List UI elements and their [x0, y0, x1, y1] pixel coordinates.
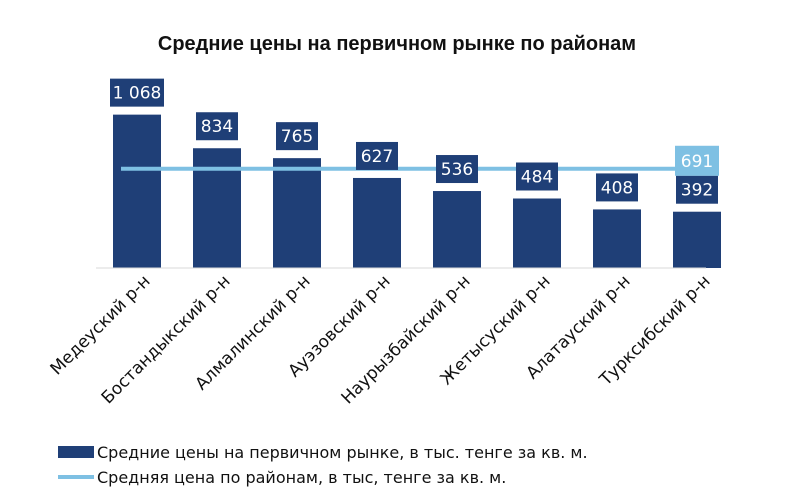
- bar: [593, 209, 641, 268]
- bar: [353, 177, 401, 268]
- bar: [433, 191, 481, 268]
- data-label-box: [196, 112, 238, 141]
- chart-title: Средние цены на первичном рынке по район…: [158, 33, 636, 55]
- data-label: 1 068: [113, 84, 162, 104]
- x-tick-label: Бостандыкский р-н: [98, 271, 235, 408]
- data-label: 408: [601, 178, 633, 198]
- data-label: 834: [201, 117, 233, 137]
- data-label: 627: [361, 147, 393, 167]
- data-label-box: [676, 175, 718, 204]
- data-label-box: [596, 173, 638, 202]
- data-label: 536: [441, 160, 473, 180]
- average-label: 691: [681, 152, 713, 172]
- data-label-box: [516, 162, 558, 191]
- x-tick-label: Наурызбайский р-н: [338, 271, 475, 408]
- data-label-box: [356, 141, 398, 170]
- data-label: 484: [521, 167, 553, 187]
- data-label-box: [110, 78, 164, 107]
- plot-area: 1 068 834 765 627 536 484 408 392 691: [110, 78, 721, 269]
- data-label: 765: [281, 127, 313, 147]
- legend-label-bars: Средние цены на первичном рынке, в тыс. …: [97, 443, 588, 462]
- bar: [193, 148, 241, 268]
- bar: [113, 114, 161, 269]
- legend-swatch-bars: [58, 446, 94, 458]
- bar: [673, 211, 721, 268]
- average-label-box: [675, 145, 719, 176]
- data-label-box: [276, 122, 318, 151]
- data-label-box: [436, 155, 478, 184]
- bar: [273, 158, 321, 268]
- legend-label-line: Средняя цена по районам, в тыс, тенге за…: [97, 468, 506, 487]
- data-label: 392: [681, 181, 713, 201]
- legend: Средние цены на первичном рынке, в тыс. …: [58, 443, 588, 487]
- bar: [513, 198, 561, 268]
